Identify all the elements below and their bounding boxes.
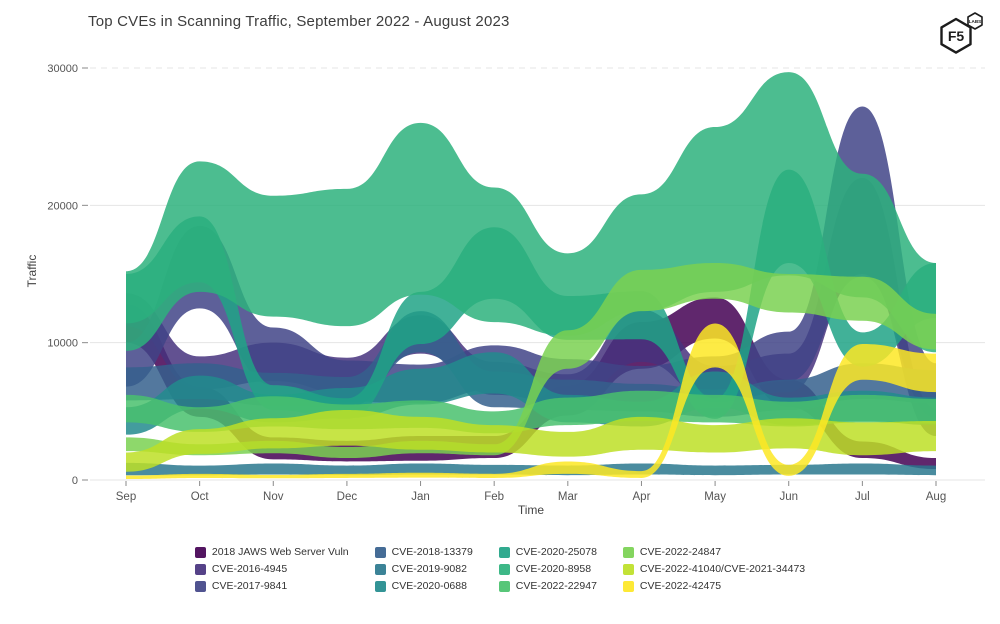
- legend-label: CVE-2020-25078: [515, 546, 597, 558]
- y-tick-label-10000: 10000: [47, 338, 78, 350]
- legend-swatch: [622, 580, 634, 592]
- x-tick-label-May: May: [704, 491, 726, 503]
- chart-legend: 2018 JAWS Web Server Vuln CVE-2016-4945 CV…: [0, 544, 1000, 594]
- x-axis-title: Time: [517, 503, 545, 517]
- legend-label: CVE-2016-4945: [211, 563, 288, 575]
- legend-swatch: [194, 580, 206, 592]
- y-tick-label-30000: 30000: [47, 63, 78, 75]
- legend-label: CVE-2022-24847: [639, 546, 722, 558]
- x-tick-label-Nov: Nov: [263, 491, 284, 503]
- legend-label: CVE-2019-9082: [391, 563, 467, 575]
- legend-item-cve-2020-25078: CVE-2020-25078: [498, 544, 597, 560]
- y-tick-label-0: 0: [72, 475, 78, 487]
- legend-swatch: [498, 563, 510, 575]
- legend-item-cve-2022-42475: CVE-2022-42475: [622, 578, 805, 594]
- legend-label: CVE-2020-0688: [391, 580, 467, 592]
- legend-swatch: [374, 580, 386, 592]
- x-tick-label-Aug: Aug: [926, 491, 946, 503]
- legend-label: CVE-2020-8958: [515, 563, 592, 575]
- logo-f5-text: F5: [948, 28, 965, 44]
- legend-label: CVE-2018-13379: [391, 546, 473, 558]
- series-band-cve-2022-24847: [126, 263, 936, 459]
- x-tick-label-Mar: Mar: [558, 491, 578, 503]
- legend-item-cve-2022-24847: CVE-2022-24847: [622, 544, 805, 560]
- legend-swatch: [622, 546, 634, 558]
- series-band-cve-2022-41040-cve-2021-34473: [126, 409, 936, 472]
- legend-swatch: [194, 546, 206, 558]
- legend-swatch: [194, 563, 206, 575]
- series-band-cve-2017-9841: [126, 106, 936, 419]
- y-axis-title: Traffic: [25, 254, 39, 288]
- legend-item-2018-jaws-web-server-vuln: 2018 JAWS Web Server Vuln: [194, 544, 349, 560]
- y-tick-label-20000: 20000: [47, 200, 78, 212]
- legend-item-cve-2018-13379: CVE-2018-13379: [374, 544, 473, 560]
- x-tick-label-Sep: Sep: [116, 491, 136, 503]
- legend-item-cve-2016-4945: CVE-2016-4945: [194, 561, 349, 577]
- legend-item-cve-2022-41040-cve-2021-34473: CVE-2022-41040/CVE-2021-34473: [622, 561, 806, 577]
- series-band-cve-2022-42475: [126, 323, 936, 479]
- x-tick-label-Oct: Oct: [191, 491, 210, 503]
- logo-hexagon: [940, 17, 972, 54]
- f5-labs-logo: F5 LABS: [940, 12, 983, 54]
- legend-swatch: [374, 563, 386, 575]
- legend-swatch: [622, 563, 634, 575]
- x-tick-label-Apr: Apr: [633, 491, 651, 503]
- x-tick-label-Jul: Jul: [855, 491, 870, 503]
- legend-item-cve-2020-0688: CVE-2020-0688: [374, 578, 473, 594]
- legend-item-cve-2022-22947: CVE-2022-22947: [498, 578, 597, 594]
- legend-swatch: [374, 546, 386, 558]
- legend-item-cve-2020-8958: CVE-2020-8958: [498, 561, 597, 577]
- legend-label: CVE-2022-22947: [515, 580, 597, 592]
- legend-swatch: [498, 580, 510, 592]
- legend-item-cve-2017-9841: CVE-2017-9841: [194, 578, 349, 594]
- logo-labs-text: LABS: [969, 19, 982, 24]
- legend-label: CVE-2022-41040/CVE-2021-34473: [639, 563, 806, 575]
- chart-canvas: 0 10000 20000 30000 Sep Oct Nov Dec Jan Feb Mar Apr…: [47, 63, 985, 503]
- x-tick-label-Jun: Jun: [779, 491, 798, 503]
- legend-swatch: [498, 546, 510, 558]
- legend-label: CVE-2017-9841: [211, 580, 288, 592]
- legend-grid: 2018 JAWS Web Server Vuln CVE-2016-4945 CV…: [194, 544, 806, 594]
- legend-label: CVE-2022-42475: [639, 580, 722, 592]
- x-tick-label-Feb: Feb: [484, 491, 504, 503]
- x-tick-label-Dec: Dec: [337, 491, 358, 503]
- x-tick-label-Jan: Jan: [411, 491, 430, 503]
- logo-sub-hexagon: [967, 12, 983, 30]
- legend-item-cve-2019-9082: CVE-2019-9082: [374, 561, 473, 577]
- legend-label: 2018 JAWS Web Server Vuln: [211, 546, 349, 558]
- chart-title: Top CVEs in Scanning Traffic, September …: [88, 13, 510, 30]
